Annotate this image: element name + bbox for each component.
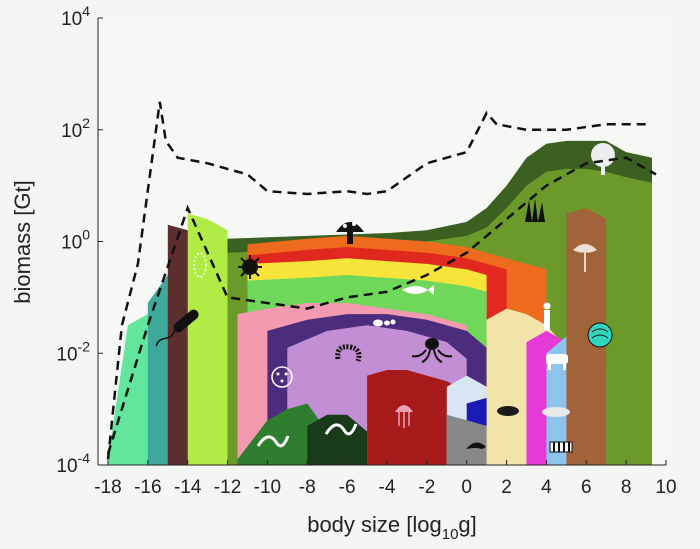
fish-icon — [402, 285, 434, 295]
y-tick-label: 10-2 — [56, 338, 90, 365]
jellyfish-icon — [395, 405, 413, 428]
y-axis-label: biomass [Gt] — [10, 180, 35, 303]
x-tick-label: -16 — [134, 477, 161, 498]
biomass-area-10 — [307, 414, 368, 465]
octopus-icon — [411, 338, 453, 363]
whale-icon — [542, 407, 570, 417]
bird-icon — [466, 442, 486, 449]
protist-icon — [271, 366, 293, 388]
coral-icon — [587, 322, 613, 348]
zebra-icon — [549, 441, 573, 453]
y-axis-ticks: 10-4 10-2 100 102 104 — [56, 3, 103, 477]
x-tick-label: -12 — [214, 477, 241, 498]
biomass-area-18 — [566, 208, 607, 465]
grass-icon — [525, 198, 545, 222]
x-tick-label: 10 — [655, 477, 676, 498]
x-tick-label: 2 — [501, 477, 512, 498]
bounds-layer — [106, 101, 657, 460]
mushroom-icon — [336, 222, 364, 244]
y-tick-label: 10-4 — [56, 450, 90, 477]
biomass-area-9 — [237, 403, 328, 465]
dashed-bound-line-0 — [106, 101, 647, 460]
x-tick-label: 4 — [541, 477, 552, 498]
y-tick-label: 100 — [61, 227, 90, 254]
x-tick-label: -18 — [94, 477, 121, 498]
y-tick-label: 104 — [61, 3, 90, 30]
cow-icon — [546, 354, 568, 370]
x-tick-label: 8 — [621, 477, 632, 498]
turtle-icon — [497, 406, 519, 416]
tree-icon-2 — [573, 244, 597, 272]
ant-icon — [373, 319, 396, 327]
bacterium-icon — [155, 309, 199, 347]
x-tick-label: -10 — [254, 477, 281, 498]
virus-icon — [238, 255, 262, 279]
x-tick-label: 6 — [581, 477, 592, 498]
x-tick-label: -14 — [174, 477, 202, 498]
x-axis-ticks: -18 -16 -14 -12 -10 -8 -6 -4 -2 0 2 4 6 8 10 — [94, 460, 677, 498]
x-tick-label: -4 — [379, 477, 396, 498]
x-tick-label: -6 — [339, 477, 356, 498]
nematode-icon-2 — [324, 423, 358, 436]
y-tick-label: 102 — [61, 115, 90, 142]
x-tick-label: -2 — [418, 477, 435, 498]
x-axis-label: body size [log10g] — [307, 512, 477, 543]
human-icon — [543, 302, 551, 330]
diatom-icon — [193, 252, 207, 278]
x-tick-label: 0 — [461, 477, 472, 498]
dashed-bound-line-1 — [106, 156, 657, 455]
organism-icons — [155, 143, 615, 453]
x-tick-label: -8 — [299, 477, 316, 498]
biomass-area-11 — [367, 370, 467, 465]
nematode-icon — [256, 435, 290, 448]
